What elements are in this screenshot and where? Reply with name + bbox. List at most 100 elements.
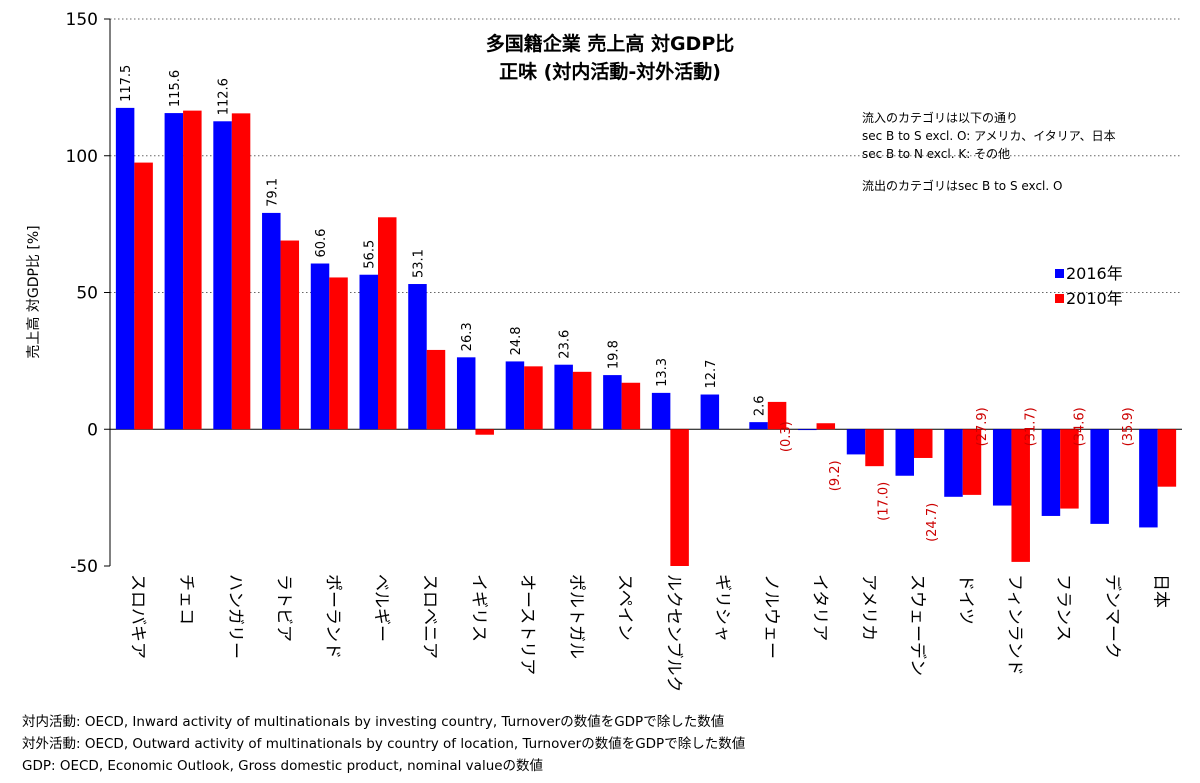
legend-label-2010: 2010年 xyxy=(1066,289,1123,308)
y-axis-label: 売上高 対GDP比 [%] xyxy=(25,225,42,358)
bar-value-label: (17.0) xyxy=(877,482,892,521)
bar-2010 xyxy=(670,429,689,566)
bar-2010 xyxy=(621,382,641,430)
bar-2010 xyxy=(1060,429,1079,509)
bar-2016 xyxy=(749,422,768,430)
bar-2010 xyxy=(524,366,543,430)
chart-subtitle: 正味 (対内活動-対外活動) xyxy=(499,60,721,83)
bar-2016 xyxy=(1139,429,1158,528)
category-label: デンマーク xyxy=(1102,574,1123,659)
category-label: ギリシャ xyxy=(712,574,732,642)
bar-value-label: 13.3 xyxy=(655,358,670,387)
bar-value-label: 19.8 xyxy=(606,340,621,369)
bar-value-label: (24.7) xyxy=(925,503,940,542)
bar-value-label: (9.2) xyxy=(828,460,843,491)
bar-2016 xyxy=(359,274,378,430)
legend-swatch-2016 xyxy=(1055,269,1064,278)
bar-2010 xyxy=(962,429,982,495)
bar-2016 xyxy=(164,113,184,430)
y-tick-label: -50 xyxy=(70,557,98,577)
category-label: スペイン xyxy=(615,574,635,641)
category-label: アメリカ xyxy=(858,574,878,641)
note-line-4: 流出のカテゴリはsec B to S excl. O xyxy=(862,178,1062,193)
category-label: スロベニア xyxy=(420,574,440,659)
category-label: ルクセンブルク xyxy=(663,574,684,693)
bar-value-label: (31.7) xyxy=(1024,407,1039,446)
category-label: フランス xyxy=(1053,574,1073,642)
bar-2010 xyxy=(329,277,348,430)
note-line-1: 流入のカテゴリは以下の通り xyxy=(862,110,1018,125)
bar-2010 xyxy=(1157,429,1177,487)
bar-2010 xyxy=(865,429,884,467)
y-tick-label: 100 xyxy=(66,147,98,167)
bar-value-label: 60.6 xyxy=(314,229,329,258)
bar-2010 xyxy=(183,110,202,430)
bar-2016 xyxy=(505,361,525,430)
category-label: チェコ xyxy=(176,574,196,625)
bar-2010 xyxy=(280,240,300,430)
legend: 2016年 2010年 xyxy=(1055,264,1123,308)
bar-value-label: 115.6 xyxy=(168,70,183,107)
category-label: ベルギー xyxy=(371,574,391,642)
bar-2016 xyxy=(115,107,135,430)
bar-2016 xyxy=(310,263,330,430)
category-labels: スロバキア チェコ ハンガリー ラトビア ポーランド ベルギー スロベニア イギリス オーストリ… xyxy=(127,574,1170,693)
bar-2010 xyxy=(378,217,397,430)
y-tick-label: 50 xyxy=(76,284,98,304)
bar-value-label: (35.9) xyxy=(1121,407,1136,446)
category-label: イタリア xyxy=(810,574,830,641)
y-tick-label: 150 xyxy=(66,10,98,30)
category-label: スロバキア xyxy=(127,574,147,659)
bar-value-label: 23.6 xyxy=(558,330,573,359)
bar-2016 xyxy=(846,429,866,455)
footnote-1: 対内活動: OECD, Inward activity of multinati… xyxy=(22,714,725,730)
bar-2016 xyxy=(798,429,817,431)
category-label: オーストリア xyxy=(517,574,537,675)
bar-value-label: 53.1 xyxy=(411,249,426,278)
bar-2016 xyxy=(408,284,427,430)
note-line-2: sec B to S excl. O: アメリカ、イタリア、日本 xyxy=(862,129,1116,143)
bars xyxy=(115,107,1177,566)
bar-2010 xyxy=(426,349,446,430)
bar-value-label: (27.9) xyxy=(975,407,990,446)
bar-2016 xyxy=(1041,429,1061,516)
category-label: イギリス xyxy=(468,574,488,642)
footnotes: 対内活動: OECD, Inward activity of multinati… xyxy=(22,711,745,777)
bar-2010 xyxy=(572,371,592,430)
bar-labels: 117.5 115.6 112.6 79.1 60.6 56.5 53.1 26.3 24.8 2… xyxy=(119,65,1136,542)
bar-2016 xyxy=(603,375,622,430)
category-label: ノルウェー xyxy=(761,574,781,659)
y-tick-label: 0 xyxy=(87,420,98,440)
bar-value-label: 79.1 xyxy=(265,178,280,207)
bar-2010 xyxy=(767,401,787,430)
bar-2016 xyxy=(895,429,914,476)
bar-2010 xyxy=(1011,429,1030,562)
footnote-3: GDP: OECD, Economic Outlook, Gross domes… xyxy=(22,758,544,774)
bar-value-label: 12.7 xyxy=(704,360,719,389)
category-label: ラトビア xyxy=(274,574,294,642)
bar-value-label: (0.3) xyxy=(779,421,794,452)
bar-2016 xyxy=(213,121,232,430)
bar-2010 xyxy=(231,113,251,430)
bar-value-label: 117.5 xyxy=(119,65,134,102)
category-label: ドイツ xyxy=(956,574,976,625)
bar-2016 xyxy=(651,392,671,430)
bar-2016 xyxy=(554,364,573,430)
bar-value-label: 112.6 xyxy=(217,78,232,115)
bar-2016 xyxy=(1090,429,1109,524)
bar-2010 xyxy=(475,429,494,435)
bar-2010 xyxy=(134,162,153,430)
bar-value-label: 24.8 xyxy=(509,326,524,355)
bar-value-label: 56.5 xyxy=(363,240,378,269)
bar-value-label: 26.3 xyxy=(460,322,475,351)
bar-2016 xyxy=(456,357,476,430)
bar-value-label: 2.6 xyxy=(753,395,768,416)
bar-2016 xyxy=(700,394,720,430)
bar-2010 xyxy=(914,429,933,458)
bar-value-label: (34.6) xyxy=(1072,407,1087,446)
bar-2016 xyxy=(944,429,963,497)
category-label: ポーランド xyxy=(322,574,342,659)
category-label: ポルトガル xyxy=(566,574,586,659)
note-line-3: sec B to N excl. K: その他 xyxy=(862,147,1010,161)
